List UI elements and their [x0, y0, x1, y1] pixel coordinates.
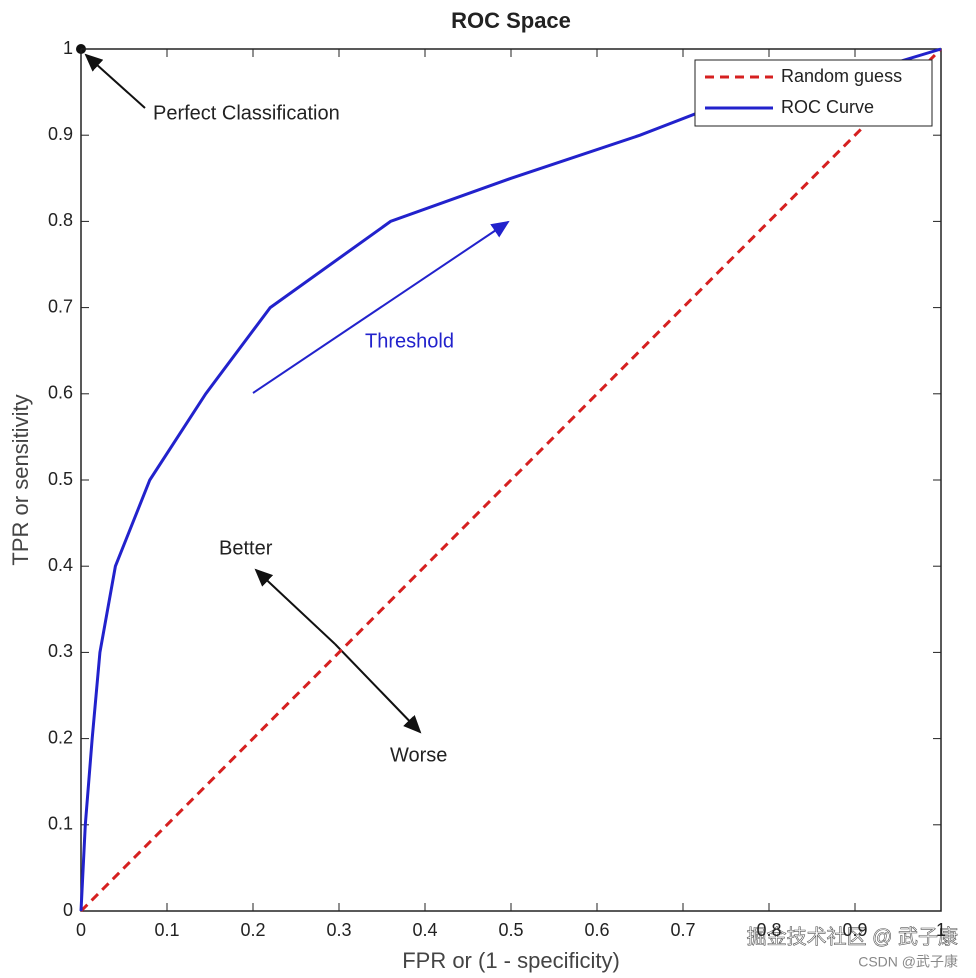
x-tick-label: 0.8 [756, 920, 781, 940]
y-tick-label: 0.2 [48, 727, 73, 747]
y-tick-label: 0.4 [48, 555, 73, 575]
x-tick-label: 0.4 [412, 920, 437, 940]
annotation-arrow [334, 643, 422, 734]
legend-box [694, 59, 933, 127]
watermark: CSDN @武子康 [858, 954, 958, 970]
y-tick-label: 0.8 [48, 210, 73, 230]
x-axis-label: FPR or (1 - specificity) [402, 948, 620, 973]
y-axis-label: TPR or sensitivity [8, 394, 33, 565]
x-tick-label: 0.2 [240, 920, 265, 940]
annotation-arrow [84, 53, 146, 109]
x-tick-label: 0.3 [326, 920, 351, 940]
watermark: 掘金技术社区 @ 武子康 [747, 925, 958, 948]
x-tick-label: 0.9 [842, 920, 867, 940]
x-tick-label: 0.7 [670, 920, 695, 940]
x-tick-label: 0.6 [584, 920, 609, 940]
x-tick-label: 0 [76, 920, 86, 940]
legend-label: Random guess [781, 66, 902, 86]
y-tick-label: 0.6 [48, 383, 73, 403]
x-tick-label: 0.5 [498, 920, 523, 940]
series-line [79, 47, 943, 913]
annotation-arrow [252, 220, 510, 394]
y-tick-label: 0.3 [48, 641, 73, 661]
y-tick-label: 0.1 [48, 814, 73, 834]
legend-label: ROC Curve [781, 97, 874, 117]
annotation: Perfect Classification [153, 102, 340, 124]
y-tick-label: 1 [63, 38, 73, 58]
x-tick-label: 1 [936, 920, 946, 940]
y-tick-label: 0 [63, 900, 73, 920]
chart-title: ROC Space [451, 8, 571, 33]
y-tick-label: 0.9 [48, 124, 73, 144]
annotation: Better [219, 537, 273, 559]
y-tick-label: 0.7 [48, 296, 73, 316]
legend: Random guess ROC Curve [694, 59, 933, 127]
series-line [79, 47, 942, 912]
annotation: Threshold [365, 330, 454, 352]
x-tick-label: 0.1 [154, 920, 179, 940]
annotation: Worse [390, 744, 447, 766]
y-tick-label: 0.5 [48, 469, 73, 489]
annotation-arrow [254, 568, 336, 645]
